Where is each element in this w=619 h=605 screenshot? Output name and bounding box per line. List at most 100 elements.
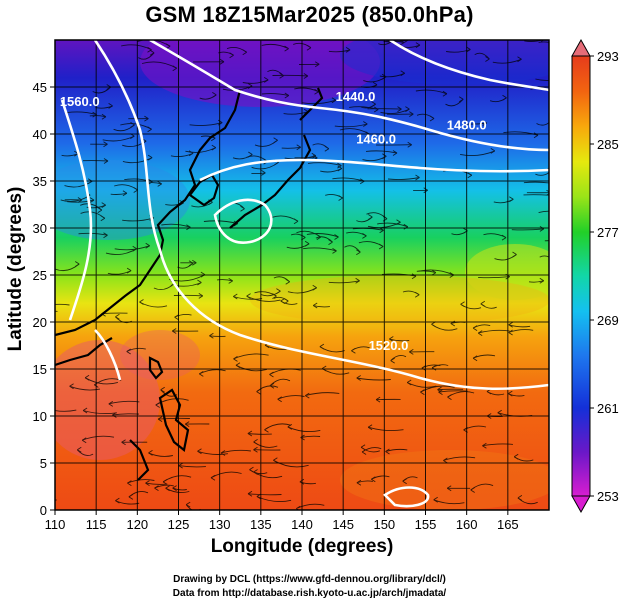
y-tick-label: 20 (33, 315, 47, 330)
streamline-arrowhead (217, 119, 223, 126)
streamline-arrowhead (264, 426, 269, 433)
contour-label: 1460.0 (356, 131, 396, 146)
streamline-arrowhead (122, 190, 128, 197)
streamline-arrowhead (431, 269, 437, 276)
streamline (524, 40, 544, 42)
streamline-arrowhead (565, 214, 569, 219)
streamline-arrowhead (126, 267, 132, 274)
credit-drawing: Drawing by DCL (https://www.gfd-dennou.o… (173, 574, 446, 585)
streamline-arrowhead (421, 365, 427, 371)
streamline (332, 177, 365, 182)
streamline-arrowhead (81, 437, 87, 444)
streamline-arrowhead (371, 476, 376, 483)
colorbar-top-triangle (571, 38, 591, 57)
streamline-arrowhead (233, 356, 238, 362)
y-tick-label: 40 (33, 127, 47, 142)
streamline (124, 178, 153, 183)
streamline-arrowhead (406, 379, 412, 386)
streamline-arrowhead (389, 336, 394, 342)
streamline-arrowhead (312, 284, 317, 291)
streamline-arrowhead (276, 288, 281, 294)
x-axis: 110 115 120 125 130 135 140 145 150 155 160 165 (45, 510, 519, 532)
streamline (251, 172, 266, 175)
streamline-arrowhead (162, 479, 168, 485)
streamline-arrowhead (279, 72, 284, 79)
streamline-arrowhead (285, 278, 290, 285)
map-title: GSM 18Z15Mar2025 (850.0hPa) (145, 2, 474, 27)
streamline-arrowhead (233, 293, 238, 300)
streamline-arrowhead (450, 320, 456, 327)
streamline-arrowhead (447, 394, 452, 400)
streamline-arrowhead (517, 495, 523, 501)
streamline (89, 115, 106, 118)
streamline-arrowhead (112, 412, 117, 418)
streamline-arrowhead (174, 314, 179, 321)
y-tick-label: 30 (33, 221, 47, 236)
x-tick-label: 125 (168, 517, 190, 532)
streamline (460, 150, 495, 156)
streamline-arrowhead (29, 495, 33, 500)
streamline-arrowhead (458, 96, 464, 103)
streamline-arrowhead (188, 150, 194, 157)
streamline-arrowhead (160, 386, 165, 393)
streamline (305, 392, 340, 397)
streamline-arrowhead (331, 97, 337, 104)
streamline-arrowhead (172, 485, 177, 491)
streamline (344, 245, 361, 253)
streamline (443, 456, 476, 461)
streamline-arrowhead (414, 291, 420, 298)
y-tick-label: 15 (33, 362, 47, 377)
streamline (416, 270, 437, 274)
x-tick-label: 135 (250, 517, 272, 532)
streamline-arrowhead (550, 258, 554, 263)
streamline-arrowhead (247, 83, 253, 89)
streamline (306, 233, 339, 238)
streamline-arrowhead (246, 293, 251, 299)
streamline-arrowhead (133, 187, 138, 193)
streamline-arrowhead (564, 72, 568, 77)
streamline-arrowhead (472, 355, 478, 362)
streamline-arrowhead (277, 396, 282, 403)
streamline-arrowhead (273, 457, 278, 464)
streamline-arrowhead (378, 243, 384, 250)
streamline (313, 305, 330, 308)
streamline-arrowhead (513, 453, 519, 460)
streamline-arrowhead (132, 245, 137, 252)
streamline-arrowhead (269, 382, 275, 389)
streamline (523, 194, 549, 196)
x-tick-label: 130 (209, 517, 231, 532)
streamline-arrowhead (319, 343, 325, 350)
streamline (385, 40, 405, 44)
streamline-arrowhead (171, 328, 177, 334)
streamline-arrowhead (178, 462, 183, 469)
streamline-arrowhead (337, 162, 342, 169)
streamline-arrowhead (375, 396, 381, 403)
x-tick-label: 160 (456, 517, 478, 532)
streamline-arrowhead (517, 56, 522, 63)
streamline-arrowhead (324, 145, 330, 152)
streamline-arrowhead (316, 234, 322, 240)
streamline-arrowhead (128, 494, 134, 500)
streamline-arrowhead (240, 205, 245, 212)
streamline-arrowhead (147, 126, 152, 133)
streamline (127, 479, 155, 484)
streamline (511, 228, 544, 231)
streamline-arrowhead (145, 480, 150, 486)
streamline-arrowhead (337, 165, 343, 172)
streamline-arrowhead (247, 490, 253, 497)
colorbar: 293 285 277 269 261 253 (571, 38, 619, 514)
streamline-arrowhead (87, 178, 93, 185)
streamline (356, 377, 391, 381)
streamline (277, 395, 305, 400)
streamline-arrowhead (363, 121, 368, 127)
streamline-arrowhead (108, 401, 114, 407)
y-axis: 0 5 10 15 20 25 30 35 40 45 (33, 80, 55, 518)
x-tick-label: 145 (332, 517, 354, 532)
streamline-arrowhead (539, 226, 545, 232)
streamline-arrowhead (485, 56, 490, 62)
streamline-arrowhead (429, 115, 435, 122)
streamline-arrowhead (209, 332, 214, 339)
streamline-arrowhead (390, 357, 395, 364)
streamline-arrowhead (446, 485, 452, 492)
streamline-arrowhead (188, 260, 194, 267)
